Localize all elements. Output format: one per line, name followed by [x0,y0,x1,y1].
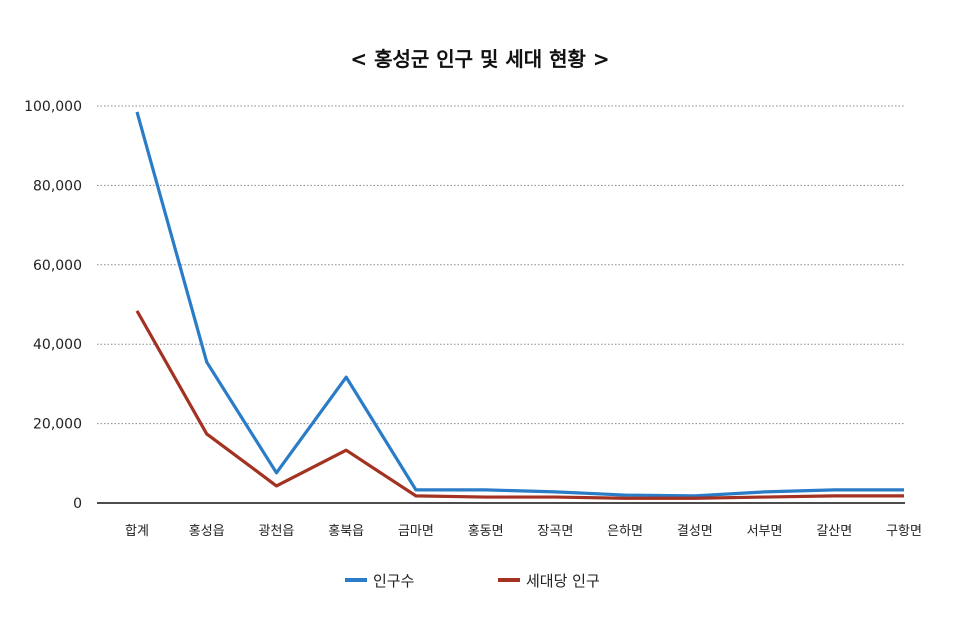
series-line-0 [135,111,904,498]
x-tick-label: 금마면 [398,524,434,539]
x-tick-label: 홍동면 [468,524,504,539]
x-tick-label: 구항면 [886,524,922,539]
y-tick-label: 20,000 [33,417,82,433]
chart-title: < 홍성군 인구 및 세대 현황 > [350,47,609,71]
x-tick-label: 합계 [125,524,149,539]
x-tick-label: 광천읍 [259,524,295,539]
series-line-1 [135,310,904,500]
legend-label: 인구수 [373,572,414,590]
x-tick-label: 홍북읍 [328,524,364,539]
legend-label: 세대당 인구 [526,572,600,590]
x-tick-label: 갈산면 [816,524,852,539]
y-tick-label: 0 [73,496,82,512]
x-tick-label: 홍성읍 [189,524,225,539]
y-tick-label: 40,000 [33,337,82,353]
x-tick-label: 은하면 [607,524,643,539]
x-tick-label: 서부면 [747,524,783,539]
y-tick-label: 80,000 [33,178,82,194]
y-tick-label: 100,000 [24,99,82,115]
y-tick-label: 60,000 [33,258,82,274]
x-tick-label: 결성면 [677,524,713,539]
x-tick-label: 장곡면 [537,524,573,539]
